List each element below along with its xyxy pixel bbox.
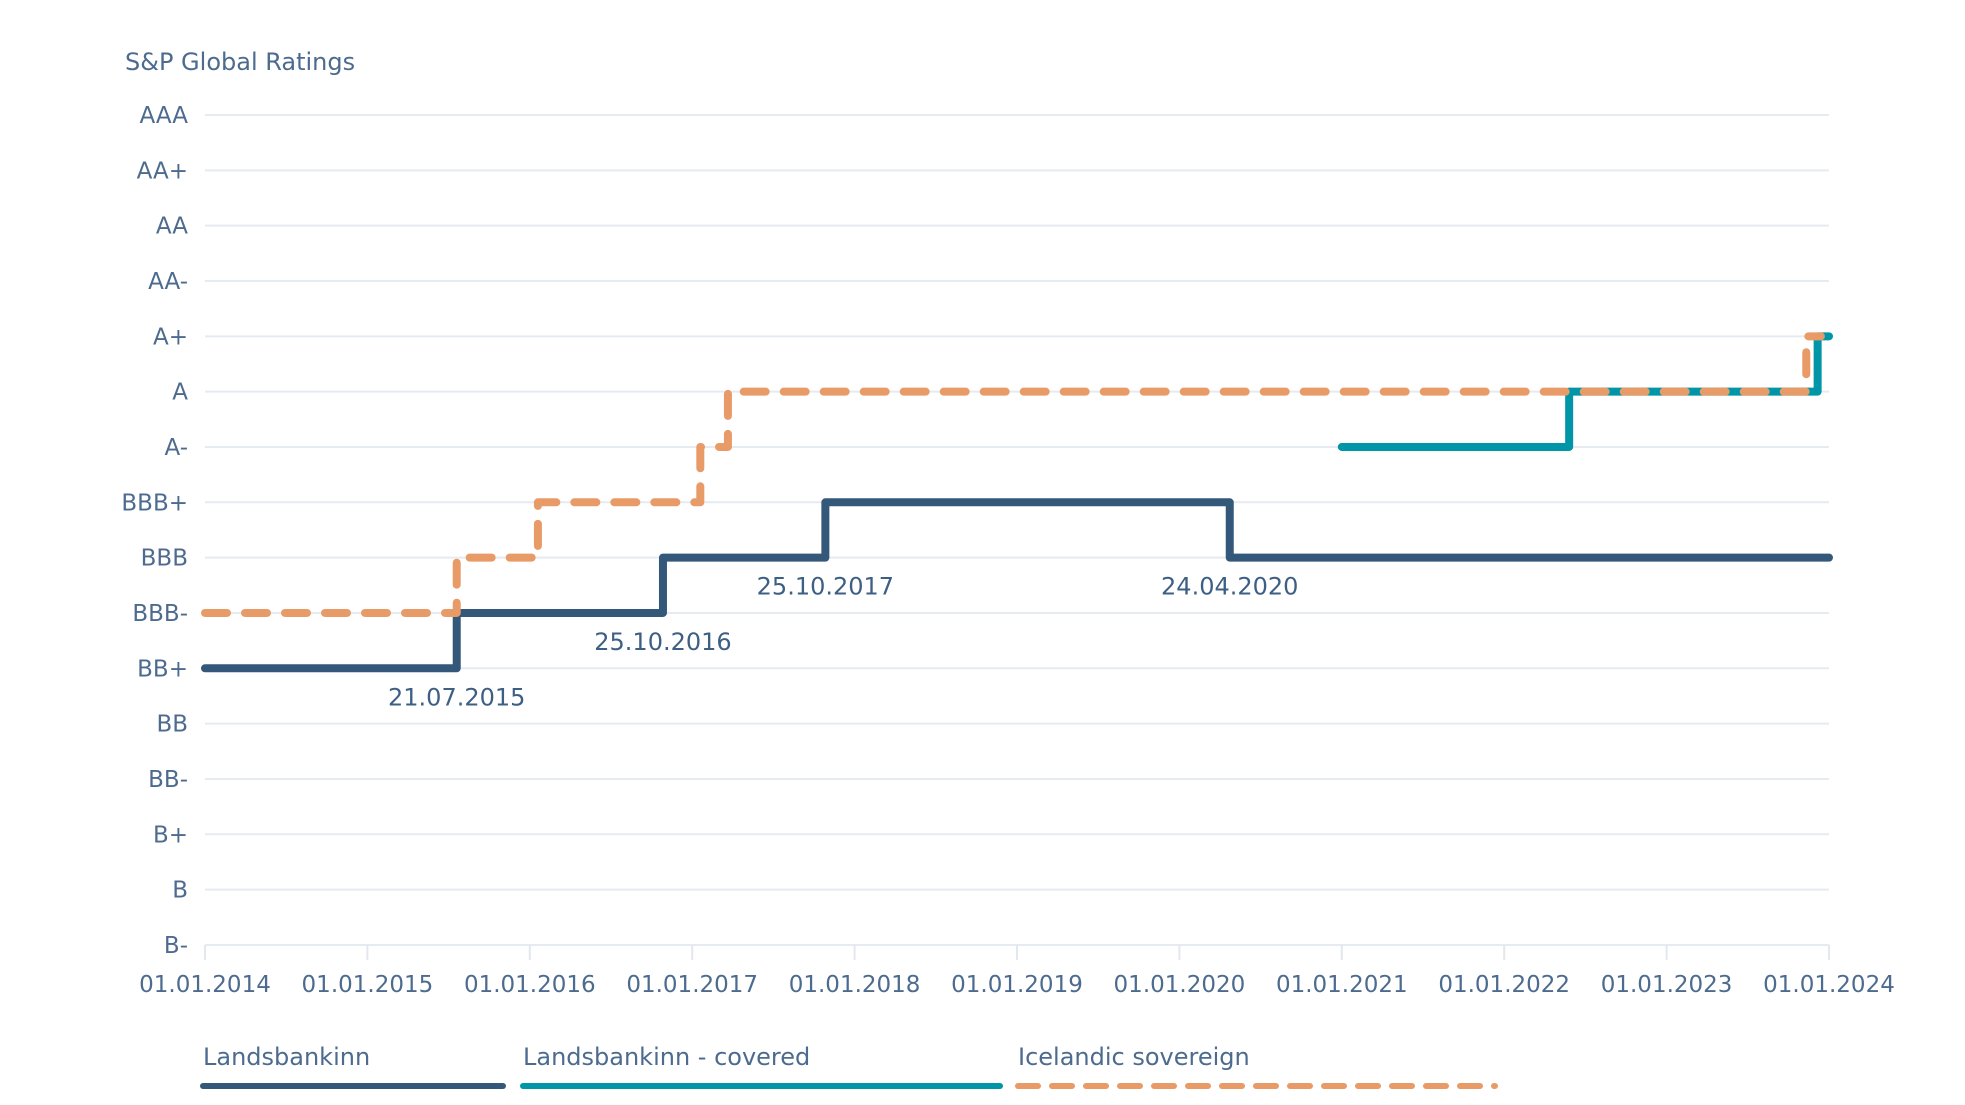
annotation-label: 24.04.2020 <box>1161 573 1298 601</box>
y-tick-label: B- <box>164 933 188 959</box>
y-tick-label: A- <box>164 435 188 461</box>
y-tick-label: BBB <box>141 546 188 572</box>
chart-title: S&P Global Ratings <box>125 48 356 76</box>
legend-label: Landsbankinn - covered <box>523 1043 810 1071</box>
x-tick-label: 01.01.2023 <box>1601 972 1733 998</box>
x-tick-label: 01.01.2017 <box>626 972 758 998</box>
x-tick-label: 01.01.2019 <box>951 972 1083 998</box>
series-line-icelandic-sovereign <box>201 332 1825 617</box>
y-tick-label: AAA <box>140 103 189 129</box>
series-line-landsbankinn <box>201 498 1833 673</box>
y-tick-label: BBB- <box>132 601 188 627</box>
x-axis-labels: 01.01.2014 01.01.2015 01.01.2016 01.01.2017… <box>139 972 1895 998</box>
x-tick-label: 01.01.2024 <box>1763 972 1895 998</box>
y-tick-label: AA- <box>148 269 188 295</box>
y-tick-label: A <box>172 380 188 406</box>
y-tick-label: BB <box>156 712 188 738</box>
legend-label: Icelandic sovereign <box>1018 1043 1250 1071</box>
legend-label: Landsbankinn <box>203 1043 370 1071</box>
y-tick-label: BB- <box>148 767 188 793</box>
x-tick-label: 01.01.2020 <box>1114 972 1246 998</box>
annotation-label: 21.07.2015 <box>388 683 525 711</box>
x-tick-label: 01.01.2021 <box>1276 972 1408 998</box>
series-group <box>201 332 1833 673</box>
annotation-label: 25.10.2017 <box>757 573 894 601</box>
annotations-group: 21.07.2015 25.10.2016 25.10.2017 24.04.2020 <box>388 573 1298 712</box>
x-tick-label: 01.01.2022 <box>1438 972 1570 998</box>
legend: Landsbankinn Landsbankinn - covered Icelan… <box>200 1043 1498 1089</box>
y-tick-label: BB+ <box>137 656 188 682</box>
x-tick-label: 01.01.2016 <box>464 972 596 998</box>
y-tick-label: AA <box>156 214 188 240</box>
grid-lines <box>204 114 1830 960</box>
y-tick-label: BBB+ <box>121 490 188 516</box>
y-tick-label: A+ <box>153 324 188 350</box>
x-tick-label: 01.01.2014 <box>139 972 271 998</box>
y-tick-label: B+ <box>153 822 188 848</box>
y-tick-label: AA+ <box>137 158 188 184</box>
y-tick-label: B <box>172 878 188 904</box>
x-tick-label: 01.01.2018 <box>789 972 921 998</box>
annotation-label: 25.10.2016 <box>594 628 731 656</box>
x-tick-label: 01.01.2015 <box>302 972 434 998</box>
